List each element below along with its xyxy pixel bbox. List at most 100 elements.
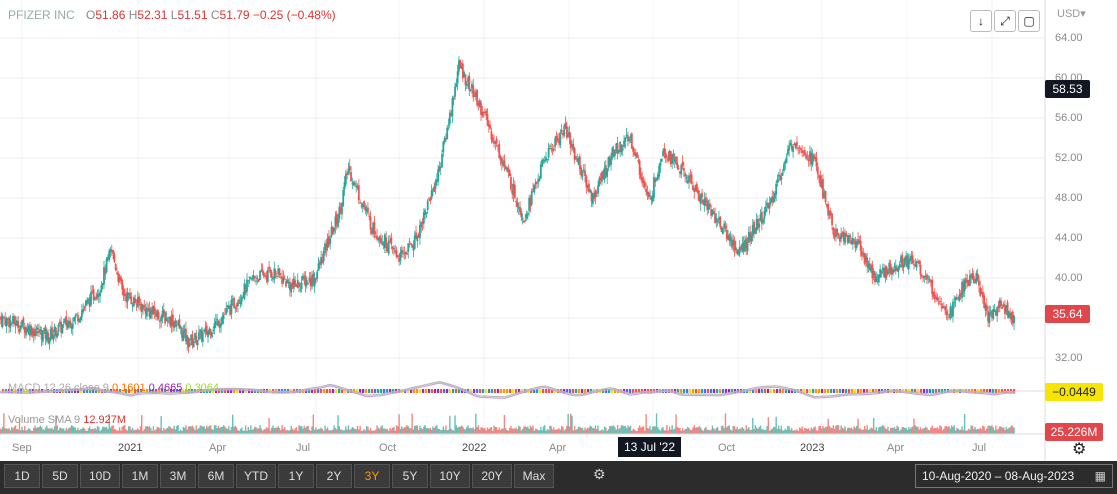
- macd-histogram-bar: [986, 389, 989, 393]
- candle-body: [707, 203, 710, 210]
- volume-bar: [852, 429, 854, 434]
- candle-body: [174, 320, 177, 328]
- candle-body: [224, 313, 226, 315]
- volume-bar: [779, 429, 781, 434]
- candle-body: [122, 288, 125, 296]
- date-range-text: 10-Aug-2020 – 08-Aug-2023: [922, 469, 1075, 483]
- candle-body: [173, 322, 176, 329]
- range-button-5y[interactable]: 5Y: [392, 464, 428, 488]
- volume-bar: [898, 430, 901, 434]
- candle-body: [729, 237, 732, 242]
- candle-body: [404, 252, 407, 254]
- candle-body: [292, 278, 295, 289]
- candle-body: [463, 72, 466, 77]
- candle-body: [621, 148, 624, 151]
- screenshot-icon[interactable]: ▢: [1018, 10, 1040, 32]
- candle-body: [355, 185, 358, 187]
- expand-icon[interactable]: ⤢: [994, 10, 1016, 32]
- volume-bar: [501, 428, 503, 434]
- calendar-icon[interactable]: ▦: [1094, 469, 1106, 483]
- candle-body: [589, 189, 592, 192]
- volume-bar: [516, 429, 519, 434]
- volume-bar: [406, 425, 408, 434]
- volume-bar: [781, 430, 784, 434]
- volume-bar: [616, 425, 619, 434]
- candle-body: [148, 308, 151, 317]
- volume-bar: [650, 429, 653, 434]
- volume-bar: [904, 428, 906, 434]
- volume-bar: [768, 430, 771, 434]
- volume-bar: [871, 428, 874, 434]
- candle-body: [346, 172, 349, 176]
- volume-bar: [739, 428, 741, 434]
- volume-bar: [359, 425, 361, 434]
- candle-body: [968, 275, 971, 287]
- settings-gear-icon[interactable]: ⚙: [593, 466, 606, 482]
- download-icon[interactable]: ↓: [970, 10, 992, 32]
- symbol-name: PFIZER INC: [8, 8, 75, 22]
- macd-histogram-bar: [236, 389, 239, 393]
- volume-bar: [869, 429, 871, 434]
- volume-bar: [840, 425, 842, 434]
- volume-bar: [86, 430, 88, 434]
- candle-body: [762, 219, 765, 223]
- volume-bar: [391, 427, 394, 434]
- volume-bar: [245, 425, 247, 434]
- volume-bar: [77, 427, 79, 434]
- date-range-picker[interactable]: 10-Aug-2020 – 08-Aug-2023 ▦: [915, 464, 1113, 488]
- volume-bar: [167, 427, 169, 434]
- range-button-10d[interactable]: 10D: [80, 464, 120, 488]
- candle-body: [71, 323, 74, 329]
- volume-bar: [628, 427, 630, 434]
- volume-bar: [424, 425, 426, 434]
- volume-bar: [404, 426, 407, 434]
- volume-bar: [3, 413, 5, 434]
- candle-body: [771, 196, 774, 203]
- volume-bar: [369, 428, 372, 434]
- range-button-2y[interactable]: 2Y: [316, 464, 352, 488]
- macd-histogram-bar: [530, 389, 533, 393]
- range-button-1d[interactable]: 1D: [4, 464, 40, 488]
- volume-bar: [653, 426, 655, 434]
- volume-bar: [772, 426, 775, 434]
- volume-bar: [450, 428, 452, 434]
- range-button-ytd[interactable]: YTD: [236, 464, 276, 488]
- range-button-10y[interactable]: 10Y: [430, 464, 470, 488]
- volume-bar: [113, 428, 116, 434]
- volume-bar: [654, 426, 656, 434]
- candle-body: [887, 271, 889, 275]
- volume-bar: [963, 414, 966, 434]
- candle-body: [909, 257, 911, 262]
- volume-bar: [193, 427, 195, 434]
- volume-bar: [471, 428, 473, 434]
- volume-bar: [714, 429, 716, 434]
- macd-histogram-bar: [155, 389, 158, 393]
- candle-body: [108, 250, 111, 260]
- candle-body: [376, 235, 378, 240]
- volume-bar: [948, 426, 950, 434]
- candle-body: [783, 164, 785, 171]
- range-button-5d[interactable]: 5D: [42, 464, 78, 488]
- candle-body: [682, 168, 685, 171]
- range-button-3m[interactable]: 3M: [160, 464, 196, 488]
- range-button-20y[interactable]: 20Y: [472, 464, 512, 488]
- candle-body: [936, 296, 939, 301]
- volume-bar: [882, 425, 884, 434]
- candle-body: [863, 253, 866, 264]
- candle-body: [732, 239, 735, 246]
- volume-bar: [233, 426, 235, 434]
- candle-body: [949, 306, 952, 318]
- candle-body: [283, 278, 286, 280]
- candle-body: [16, 320, 18, 326]
- range-button-6m[interactable]: 6M: [198, 464, 234, 488]
- range-button-1m[interactable]: 1M: [122, 464, 158, 488]
- range-button-3y[interactable]: 3Y: [354, 464, 390, 488]
- gear-icon[interactable]: ⚙: [1072, 441, 1087, 458]
- candle-body: [712, 211, 715, 215]
- range-button-max[interactable]: Max: [514, 464, 554, 488]
- range-button-1y[interactable]: 1Y: [278, 464, 314, 488]
- candle-body: [719, 216, 722, 228]
- currency-selector[interactable]: USD▾: [1057, 8, 1086, 20]
- candle-body: [874, 272, 876, 283]
